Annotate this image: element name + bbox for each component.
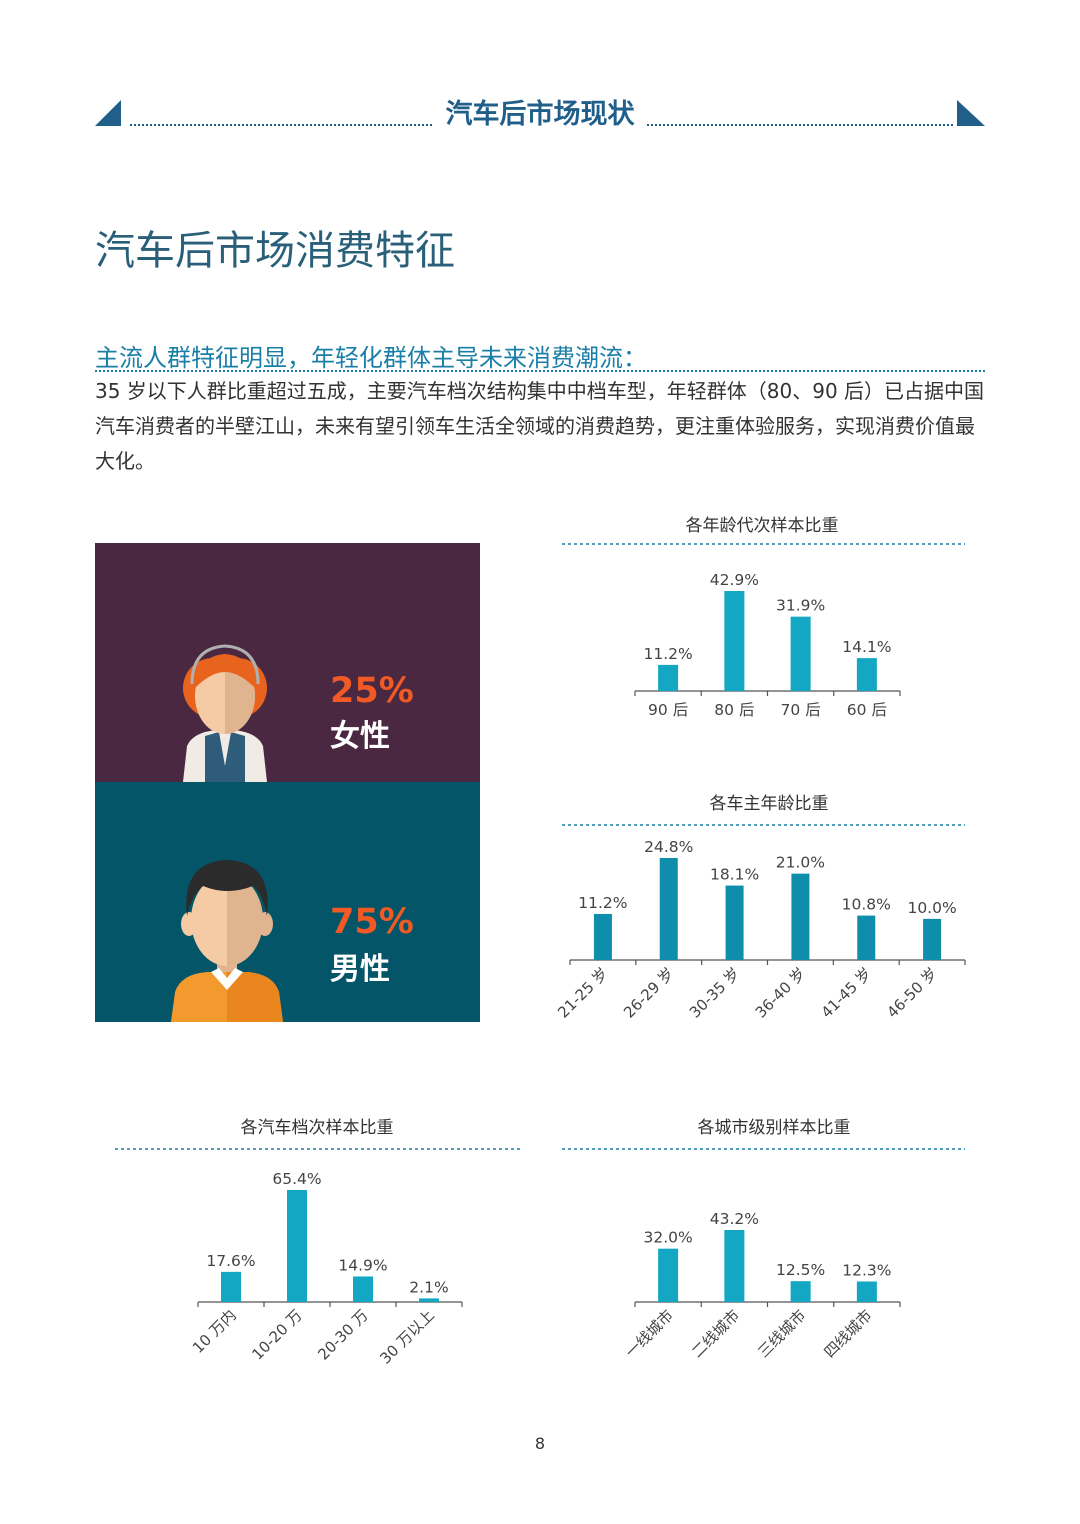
bar: [791, 873, 810, 960]
bar: [593, 913, 612, 960]
data-label: 21.0%: [776, 854, 825, 872]
data-label: 11.2%: [644, 645, 693, 663]
category-label: 一线城市: [622, 1306, 677, 1361]
category-label: 10 万内: [189, 1306, 240, 1357]
bar: [856, 658, 877, 691]
category-label: 70 后: [781, 701, 821, 719]
data-label: 10.0%: [907, 899, 956, 917]
bar: [419, 1298, 439, 1302]
bar: [790, 1281, 811, 1302]
male-avatar-icon: [171, 860, 283, 1022]
category-label: 60 后: [847, 701, 887, 719]
data-label: 42.9%: [710, 571, 759, 589]
bar: [857, 915, 876, 960]
data-label: 65.4%: [272, 1170, 321, 1188]
male-panel: 75% 男性: [95, 782, 480, 1022]
page-title: 汽车后市场消费特征: [95, 228, 455, 274]
category-label: 21-25 岁: [555, 964, 612, 1022]
bar: [856, 1281, 877, 1302]
data-label: 2.1%: [409, 1278, 448, 1296]
section-subheading: 主流人群特征明显，年轻化群体主导未来消费潮流：: [95, 344, 647, 372]
data-label: 32.0%: [644, 1229, 693, 1247]
header-rule-right: [647, 124, 953, 126]
data-label: 31.9%: [776, 597, 825, 615]
data-label: 43.2%: [710, 1210, 759, 1228]
category-label: 三线城市: [754, 1306, 809, 1361]
category-label: 30 万以上: [376, 1306, 437, 1367]
data-label: 12.3%: [842, 1262, 891, 1280]
bar: [353, 1276, 373, 1302]
data-label: 12.5%: [776, 1261, 825, 1279]
bar: [658, 1248, 679, 1302]
female-label: 女性: [330, 719, 390, 754]
header-rule-left: [130, 124, 432, 126]
female-avatar-icon: [183, 644, 267, 782]
category-label: 90 后: [648, 701, 688, 719]
chart-generation: 各年龄代次样本比重 11.2% 90 后 42.9% 80 后 31.9% 70 后 14.…: [562, 516, 965, 719]
category-label: 41-45 岁: [818, 964, 876, 1022]
chart-owner-age: 各车主年龄比重 11.2% 21-25 岁 24.8% 26-29 岁 18.1% 30-…: [555, 794, 966, 1022]
data-label: 14.9%: [338, 1256, 387, 1274]
page-number: 8: [534, 1434, 546, 1453]
header-right-triangle-icon: [957, 100, 985, 126]
bar: [658, 664, 679, 691]
category-label: 26-29 岁: [620, 964, 678, 1022]
category-label: 四线城市: [821, 1306, 876, 1361]
data-label: 14.1%: [842, 638, 891, 656]
bar: [221, 1271, 241, 1302]
data-label: 10.8%: [842, 896, 891, 914]
female-percentage: 25%: [330, 671, 414, 711]
bar: [659, 858, 678, 960]
bar: [923, 918, 942, 960]
data-label: 17.6%: [206, 1252, 255, 1270]
bar: [287, 1190, 307, 1302]
header-left-triangle-icon: [95, 100, 121, 126]
data-label: 11.2%: [578, 894, 627, 912]
body-paragraph: 35 岁以下人群比重超过五成，主要汽车档次结构集中中档车型，年轻群体（80、90…: [95, 379, 985, 473]
category-label: 46-50 岁: [883, 964, 941, 1022]
bar: [724, 1230, 745, 1302]
category-label: 36-40 岁: [752, 964, 810, 1022]
chart-car-grade: 各汽车档次样本比重 17.6% 10 万内 65.4% 10-20 万 14.9% 20-…: [115, 1118, 520, 1368]
category-label: 10-20 万: [248, 1306, 306, 1364]
chart-city-tier: 各城市级别样本比重 32.0% 一线城市 43.2% 二线城市 12.5% 三线城市 12.…: [562, 1118, 965, 1361]
bar: [725, 885, 744, 960]
chart-title: 各汽车档次样本比重: [241, 1118, 394, 1138]
male-label: 男性: [330, 952, 390, 987]
category-label: 30-35 岁: [686, 964, 744, 1022]
chart-title: 各年龄代次样本比重: [686, 516, 839, 536]
female-panel: 25% 女性: [95, 543, 480, 782]
data-label: 24.8%: [644, 838, 693, 856]
data-label: 18.1%: [710, 866, 759, 884]
subheading-rule: [95, 370, 985, 372]
male-percentage: 75%: [330, 902, 414, 942]
bar: [724, 591, 745, 691]
header-title: 汽车后市场现状: [445, 99, 635, 130]
category-label: 二线城市: [688, 1306, 743, 1361]
chart-title: 各城市级别样本比重: [698, 1118, 851, 1138]
category-label: 80 后: [714, 701, 754, 719]
category-label: 20-30 万: [314, 1306, 372, 1364]
chart-title: 各车主年龄比重: [710, 794, 829, 814]
bar: [790, 616, 811, 691]
